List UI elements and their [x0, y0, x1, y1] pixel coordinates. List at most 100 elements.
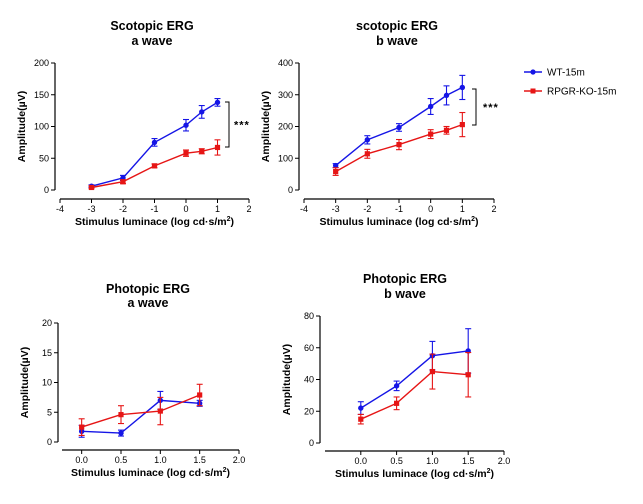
chart1-series-ko-line	[91, 146, 218, 189]
chart3-series-ko-point	[79, 424, 85, 430]
chart4-x-tick-label: 0.5	[390, 456, 403, 466]
chart2-series-wt-point	[332, 162, 339, 169]
legend-wt-label: WT-15m	[547, 68, 585, 79]
chart4-y-tick-label: 40	[304, 375, 314, 385]
chart1-series-ko-point	[214, 144, 221, 151]
chart3-y-tick-label: 10	[42, 378, 52, 388]
chart4-y-tick-label: 60	[304, 343, 314, 353]
chart1-series-ko-point	[120, 179, 126, 185]
chart3-y-tick-label: 20	[42, 318, 52, 328]
chart3-title-line2: a wave	[127, 296, 168, 310]
chart1-x-axis-label: Stimulus luminace (log cd·s/m2)	[75, 216, 234, 228]
chart4-y-axis-label: Amplitude(µV)	[281, 344, 293, 415]
legend-ko-label: RPGR-KO-15m	[547, 87, 616, 98]
chart2-x-tick-label: -3	[332, 204, 340, 214]
chart2-x-axis-label: Stimulus luminace (log cd·s/m2)	[319, 216, 478, 228]
chart2-series-ko-point	[364, 151, 370, 157]
chart4-series-ko-point	[394, 400, 400, 406]
chart4-series-ko-line	[360, 370, 469, 420]
chart1-y-tick-label: 100	[34, 122, 49, 132]
chart3-series-ko-point	[197, 392, 203, 398]
chart1-x-tick-label: -2	[119, 204, 127, 214]
chart3-series-ko-line	[81, 394, 200, 428]
chart1-series-ko-point	[151, 163, 158, 169]
chart2-y-axis-label: Amplitude(µV)	[260, 91, 272, 162]
chart4-title-line2: b wave	[384, 287, 426, 301]
chart2-series-wt-point	[459, 84, 466, 91]
chart2-series-wt-line	[335, 86, 463, 167]
chart3-y-tick-label: 15	[42, 348, 52, 358]
chart2-significance-label: ***	[483, 102, 499, 114]
chart4-series-ko-point	[465, 372, 471, 378]
chart2-y-tick-label: 0	[288, 185, 293, 195]
chart2-series-ko-point	[333, 168, 339, 175]
chart-scotopic-b-wave: 0 100 200 300 400 -4 -3 -2 -1 0 1 2 Stimulus luminac…	[260, 58, 499, 228]
chart1-series-wt-point	[199, 109, 205, 115]
chart2-y-tick-label: 300	[278, 90, 293, 100]
chart2-series-wt-point	[396, 124, 402, 131]
chart2-x-tick-label: 0	[428, 204, 433, 214]
chart3-x-axis-label: Stimulus luminace (log cd·s/m2)	[71, 467, 230, 479]
chart1-series-ko-point	[183, 150, 189, 156]
chart3-x-tick-label: 0.0	[75, 455, 88, 465]
chart4-y-tick-label: 0	[309, 438, 314, 448]
chart2-series-wt-point	[427, 103, 434, 110]
chart3-series-wt-point	[118, 430, 124, 436]
chart1-x-tick-label: 1	[215, 204, 220, 214]
chart4-x-tick-label: 1.5	[462, 456, 475, 466]
chart-scotopic-a-wave: 0 50 100 150 200 -4 -3 -2 -1 0 1 2 Stimulus luminace…	[16, 58, 252, 228]
chart2-series-ko-point	[428, 131, 434, 137]
legend-ko-marker	[530, 88, 536, 94]
chart1-y-tick-label: 150	[34, 90, 49, 100]
chart1-series-wt-point	[151, 139, 158, 146]
chart1-series-ko-point	[88, 184, 95, 191]
chart2-significance-bracket	[472, 88, 477, 126]
chart4-series-wt-line	[360, 350, 469, 409]
chart3-series-ko-point	[157, 408, 163, 414]
chart1-series-ko-point	[199, 148, 205, 154]
chart1-title-line2: a wave	[131, 34, 172, 48]
chart2-title-line1: scotopic ERG	[356, 19, 438, 33]
chart3-series-wt-line	[81, 399, 200, 434]
chart4-y-tick-label: 20	[304, 406, 314, 416]
chart2-title-line2: b wave	[376, 34, 418, 48]
chart3-x-tick-label: 0.5	[115, 455, 128, 465]
chart3-series-ko-point	[118, 412, 124, 418]
legend-wt-marker	[530, 69, 536, 75]
chart1-y-tick-label: 0	[44, 185, 49, 195]
chart1-x-tick-label: -4	[56, 204, 64, 214]
chart2-series-ko-point	[443, 127, 450, 133]
chart4-x-tick-label: 0.0	[355, 456, 368, 466]
chart4-y-tick-label: 80	[304, 311, 314, 321]
chart4-title-line1: Photopic ERG	[363, 272, 447, 286]
chart2-y-tick-label: 400	[278, 58, 293, 68]
chart4-x-axis-label: Stimulus luminace (log cd·s/m2)	[335, 468, 494, 480]
legend: WT-15m RPGR-KO-15m	[524, 68, 616, 98]
chart1-series-wt-point	[183, 122, 189, 128]
chart4-series-wt-point	[393, 383, 400, 389]
chart2-series-ko-line	[335, 123, 463, 173]
chart2-x-tick-label: -1	[395, 204, 403, 214]
chart1-y-tick-label: 200	[34, 58, 49, 68]
chart-photopic-b-wave: 0 20 40 60 80 0.0 0.5 1.0 1.5 2.0 Stimulus luminac…	[281, 311, 510, 480]
chart1-series-wt-line	[91, 101, 218, 187]
chart4-series-ko-point	[429, 368, 435, 375]
chart2-series-wt-point	[443, 92, 450, 99]
chart2-y-tick-label: 100	[278, 153, 293, 163]
chart2-series-wt-point	[364, 137, 371, 143]
chart2-x-tick-label: -4	[300, 204, 308, 214]
chart4-series-wt-point	[358, 405, 364, 411]
chart2-series-ko-point	[396, 141, 402, 148]
chart4-x-tick-label: 1.0	[426, 456, 439, 466]
chart3-x-tick-label: 1.0	[154, 455, 167, 465]
chart2-x-tick-label: -2	[363, 204, 371, 214]
chart1-title-line1: Scotopic ERG	[110, 19, 193, 33]
chart3-y-axis-label: Amplitude(µV)	[19, 347, 31, 418]
chart4-x-tick-label: 2.0	[498, 456, 511, 466]
chart4-series-ko-point	[358, 416, 364, 422]
chart3-title-line1: Photopic ERG	[106, 282, 190, 296]
chart1-series-wt-point	[214, 99, 221, 106]
